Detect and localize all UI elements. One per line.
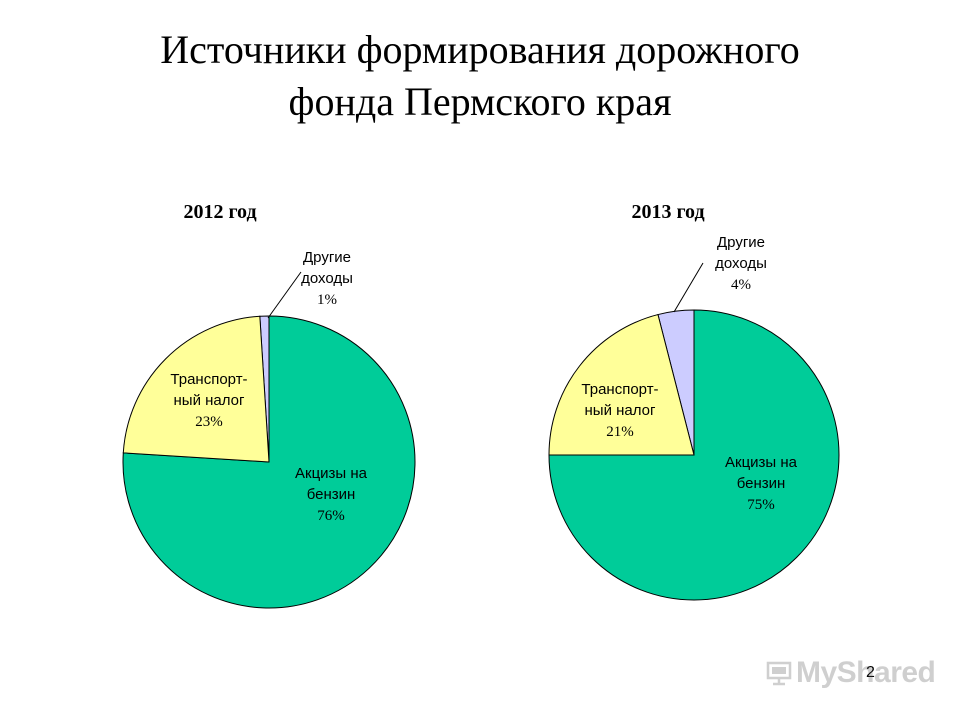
slice-percent: 21% [606,424,634,440]
watermark: MyShared [766,656,936,690]
slice-label: Другие [717,234,765,251]
slice-percent: 23% [195,414,223,430]
slice-label: бензин [307,486,356,503]
page-number: 2 [866,664,875,681]
slide-title-line-1: Источники формирования дорожного [160,27,800,72]
pie-chart-2: 2013 год Другие доходы 4% Акцизы на бензин 75%… [548,201,840,601]
chart-title: 2012 год [183,201,256,223]
slice-label: Транспорт- [170,371,247,388]
slice-label: доходы [301,270,353,287]
slice-label: Акцизы на [725,454,798,471]
slice-label: ный налог [585,402,657,419]
slice-label: ный налог [174,392,246,409]
leader-line [673,262,704,313]
leader-line [267,271,302,319]
slice-label: бензин [737,475,786,492]
presentation-icon [766,661,792,686]
slice-label: Акцизы на [295,465,368,482]
chart-title: 2013 год [631,201,704,223]
slice-label: Транспорт- [581,381,658,398]
slice-percent: 4% [731,277,751,293]
slice-label: доходы [715,255,767,272]
slide-title: Источники формирования дорожного фонда П… [0,24,960,128]
slide-title-line-2: фонда Пермского края [288,79,672,124]
pie-slice [122,315,270,463]
pie-slice [548,313,695,456]
watermark-text: MyShared [796,656,936,689]
slice-percent: 75% [747,497,775,513]
pie-chart-1: 2012 год Другие доходы 1% Акцизы на бензин 76%… [122,201,416,609]
slice-label: Другие [303,249,351,266]
slice-percent: 76% [317,508,345,524]
slice-percent: 1% [317,292,337,308]
